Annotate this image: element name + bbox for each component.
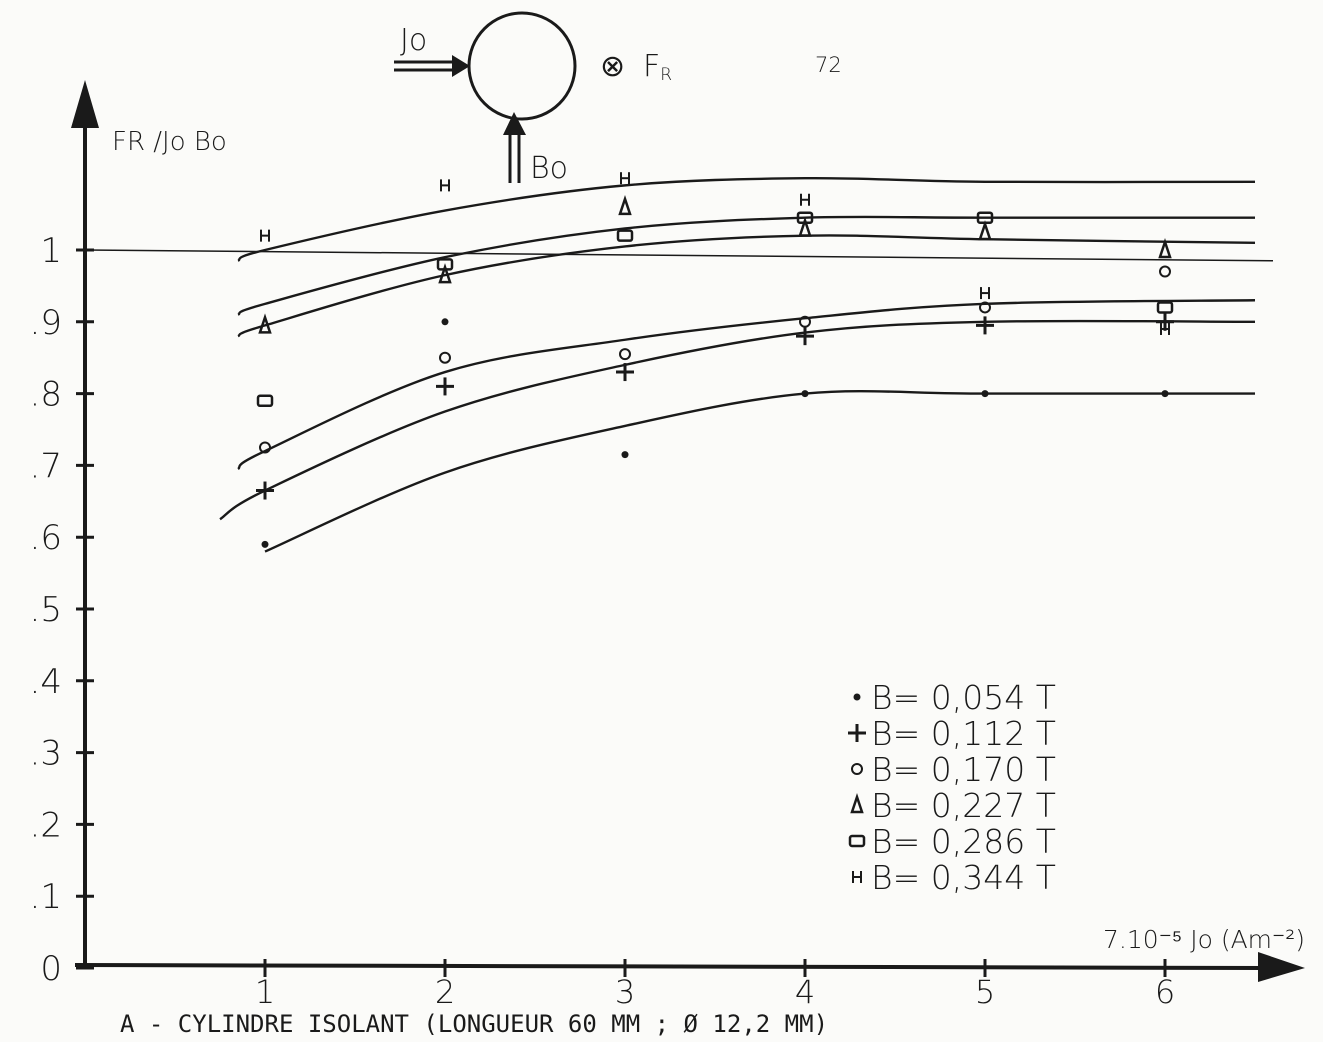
legend-entry: B= 0,054 T	[871, 678, 1056, 717]
data-point-H	[440, 179, 450, 192]
legend-entry: B= 0,344 T	[871, 858, 1056, 897]
data-markers	[256, 172, 1174, 548]
x-axis	[74, 963, 1266, 970]
field-label: Bo	[530, 151, 568, 186]
reference-line-group	[84, 249, 1274, 262]
data-point-circle	[799, 315, 811, 328]
cylinder-cross-section	[467, 11, 577, 121]
x-tick-label: 4	[795, 973, 815, 1011]
figure-caption: A - CYLINDRE ISOLANT (LONGUEUR 60 MM ; Ø…	[120, 1010, 828, 1038]
series-curve-5	[237, 176, 1256, 262]
legend-marker-circle	[851, 763, 863, 775]
axes: FR /Jo Bo 7.10⁻⁵ Jo (Am⁻²) 1 2 3 4 5 6 0 .1 .2.…	[30, 80, 1305, 1011]
x-tick-label: 1	[255, 973, 275, 1011]
legend-entry: B= 0,286 T	[871, 822, 1056, 861]
legend-entry: B= 0,170 T	[871, 750, 1056, 789]
data-point-triangle	[1158, 238, 1172, 259]
force-direction-icon: ⊗	[600, 49, 625, 84]
y-tick-label: 0	[40, 949, 62, 989]
data-point-square	[976, 211, 994, 224]
x-axis-arrow-icon	[1258, 952, 1305, 982]
data-point-plus	[976, 316, 994, 335]
data-point-plus	[616, 363, 634, 382]
y-tick-label: .2	[30, 805, 62, 845]
schematic: Jo Bo ⊗ FR 72	[394, 11, 842, 186]
data-point-H	[800, 193, 810, 206]
data-point-dot	[801, 390, 809, 398]
data-point-square	[796, 211, 814, 224]
x-tick-label: 6	[1155, 973, 1175, 1011]
data-point-dot	[621, 451, 629, 459]
data-point-triangle	[618, 194, 632, 216]
legend-marker-dot	[853, 693, 861, 701]
data-point-H	[1160, 322, 1170, 335]
series-curve-3	[237, 234, 1256, 338]
data-point-triangle	[258, 313, 272, 334]
data-point-square	[436, 258, 454, 271]
series-curve-2	[237, 299, 1256, 470]
data-point-circle	[979, 301, 991, 314]
data-point-circle	[439, 351, 451, 364]
current-label: Jo	[400, 23, 427, 58]
series-curve-1	[219, 319, 1256, 521]
data-point-dot	[261, 540, 269, 548]
current-arrow-icon	[394, 55, 470, 77]
data-point-triangle	[438, 263, 452, 284]
y-tick-label: .8	[30, 375, 62, 415]
legend-marker-square	[848, 834, 866, 848]
y-tick-label: .1	[30, 877, 62, 917]
data-point-H	[980, 287, 990, 300]
y-tick-label: .7	[30, 446, 62, 486]
x-tick-label: 2	[435, 973, 455, 1011]
data-point-plus	[256, 481, 274, 500]
data-point-circle	[619, 348, 631, 361]
x-tick-label: 5	[975, 973, 995, 1011]
x-axis-label: 7.10⁻⁵ Jo (Am⁻²)	[1103, 925, 1305, 954]
data-point-plus	[436, 377, 454, 396]
y-tick-label: 1	[40, 231, 62, 271]
y-ticks: 0 .1 .2 .3 .4 .5 .6 .7 .8 .9 1	[30, 231, 94, 989]
data-point-H	[260, 229, 270, 242]
x-tick-label: 3	[615, 973, 635, 1011]
data-point-circle	[1159, 265, 1171, 278]
data-point-plus	[1156, 312, 1174, 331]
data-point-triangle	[798, 216, 812, 237]
y-tick-label: .9	[30, 303, 62, 343]
legend-marker-H	[852, 871, 862, 883]
data-point-triangle	[978, 220, 992, 241]
legend-entry: B= 0,112 T	[871, 714, 1056, 753]
data-point-H	[620, 172, 630, 185]
y-axis-arrow-icon	[71, 80, 99, 128]
series-curve-4	[237, 215, 1255, 316]
legend-entry: B= 0,227 T	[871, 786, 1056, 825]
data-point-square	[1156, 301, 1174, 314]
field-arrow-icon	[503, 112, 526, 183]
data-point-square	[616, 229, 634, 242]
y-axis-label: FR /Jo Bo	[112, 127, 227, 157]
y-tick-label: .6	[30, 518, 62, 558]
legend-marker-triangle	[850, 793, 864, 814]
y-tick-label: .4	[30, 662, 62, 702]
data-point-dot	[1161, 390, 1169, 398]
reference-line	[84, 249, 1274, 262]
x-ticks: 1 2 3 4 5 6	[255, 959, 1175, 1011]
data-point-dot	[441, 318, 449, 326]
force-label: FR	[643, 49, 672, 85]
page-number: 72	[815, 53, 842, 77]
data-point-circle	[259, 441, 271, 454]
legend: B= 0,054 TB= 0,112 TB= 0,170 TB= 0,227 T…	[848, 678, 1056, 897]
y-tick-label: .5	[30, 590, 62, 630]
fitted-curves	[219, 176, 1256, 553]
data-point-plus	[796, 327, 814, 346]
data-point-dot	[981, 390, 989, 398]
y-tick-label: .3	[30, 734, 62, 774]
series-curve-0	[264, 390, 1255, 553]
data-point-square	[256, 394, 274, 408]
legend-marker-plus	[848, 724, 866, 742]
